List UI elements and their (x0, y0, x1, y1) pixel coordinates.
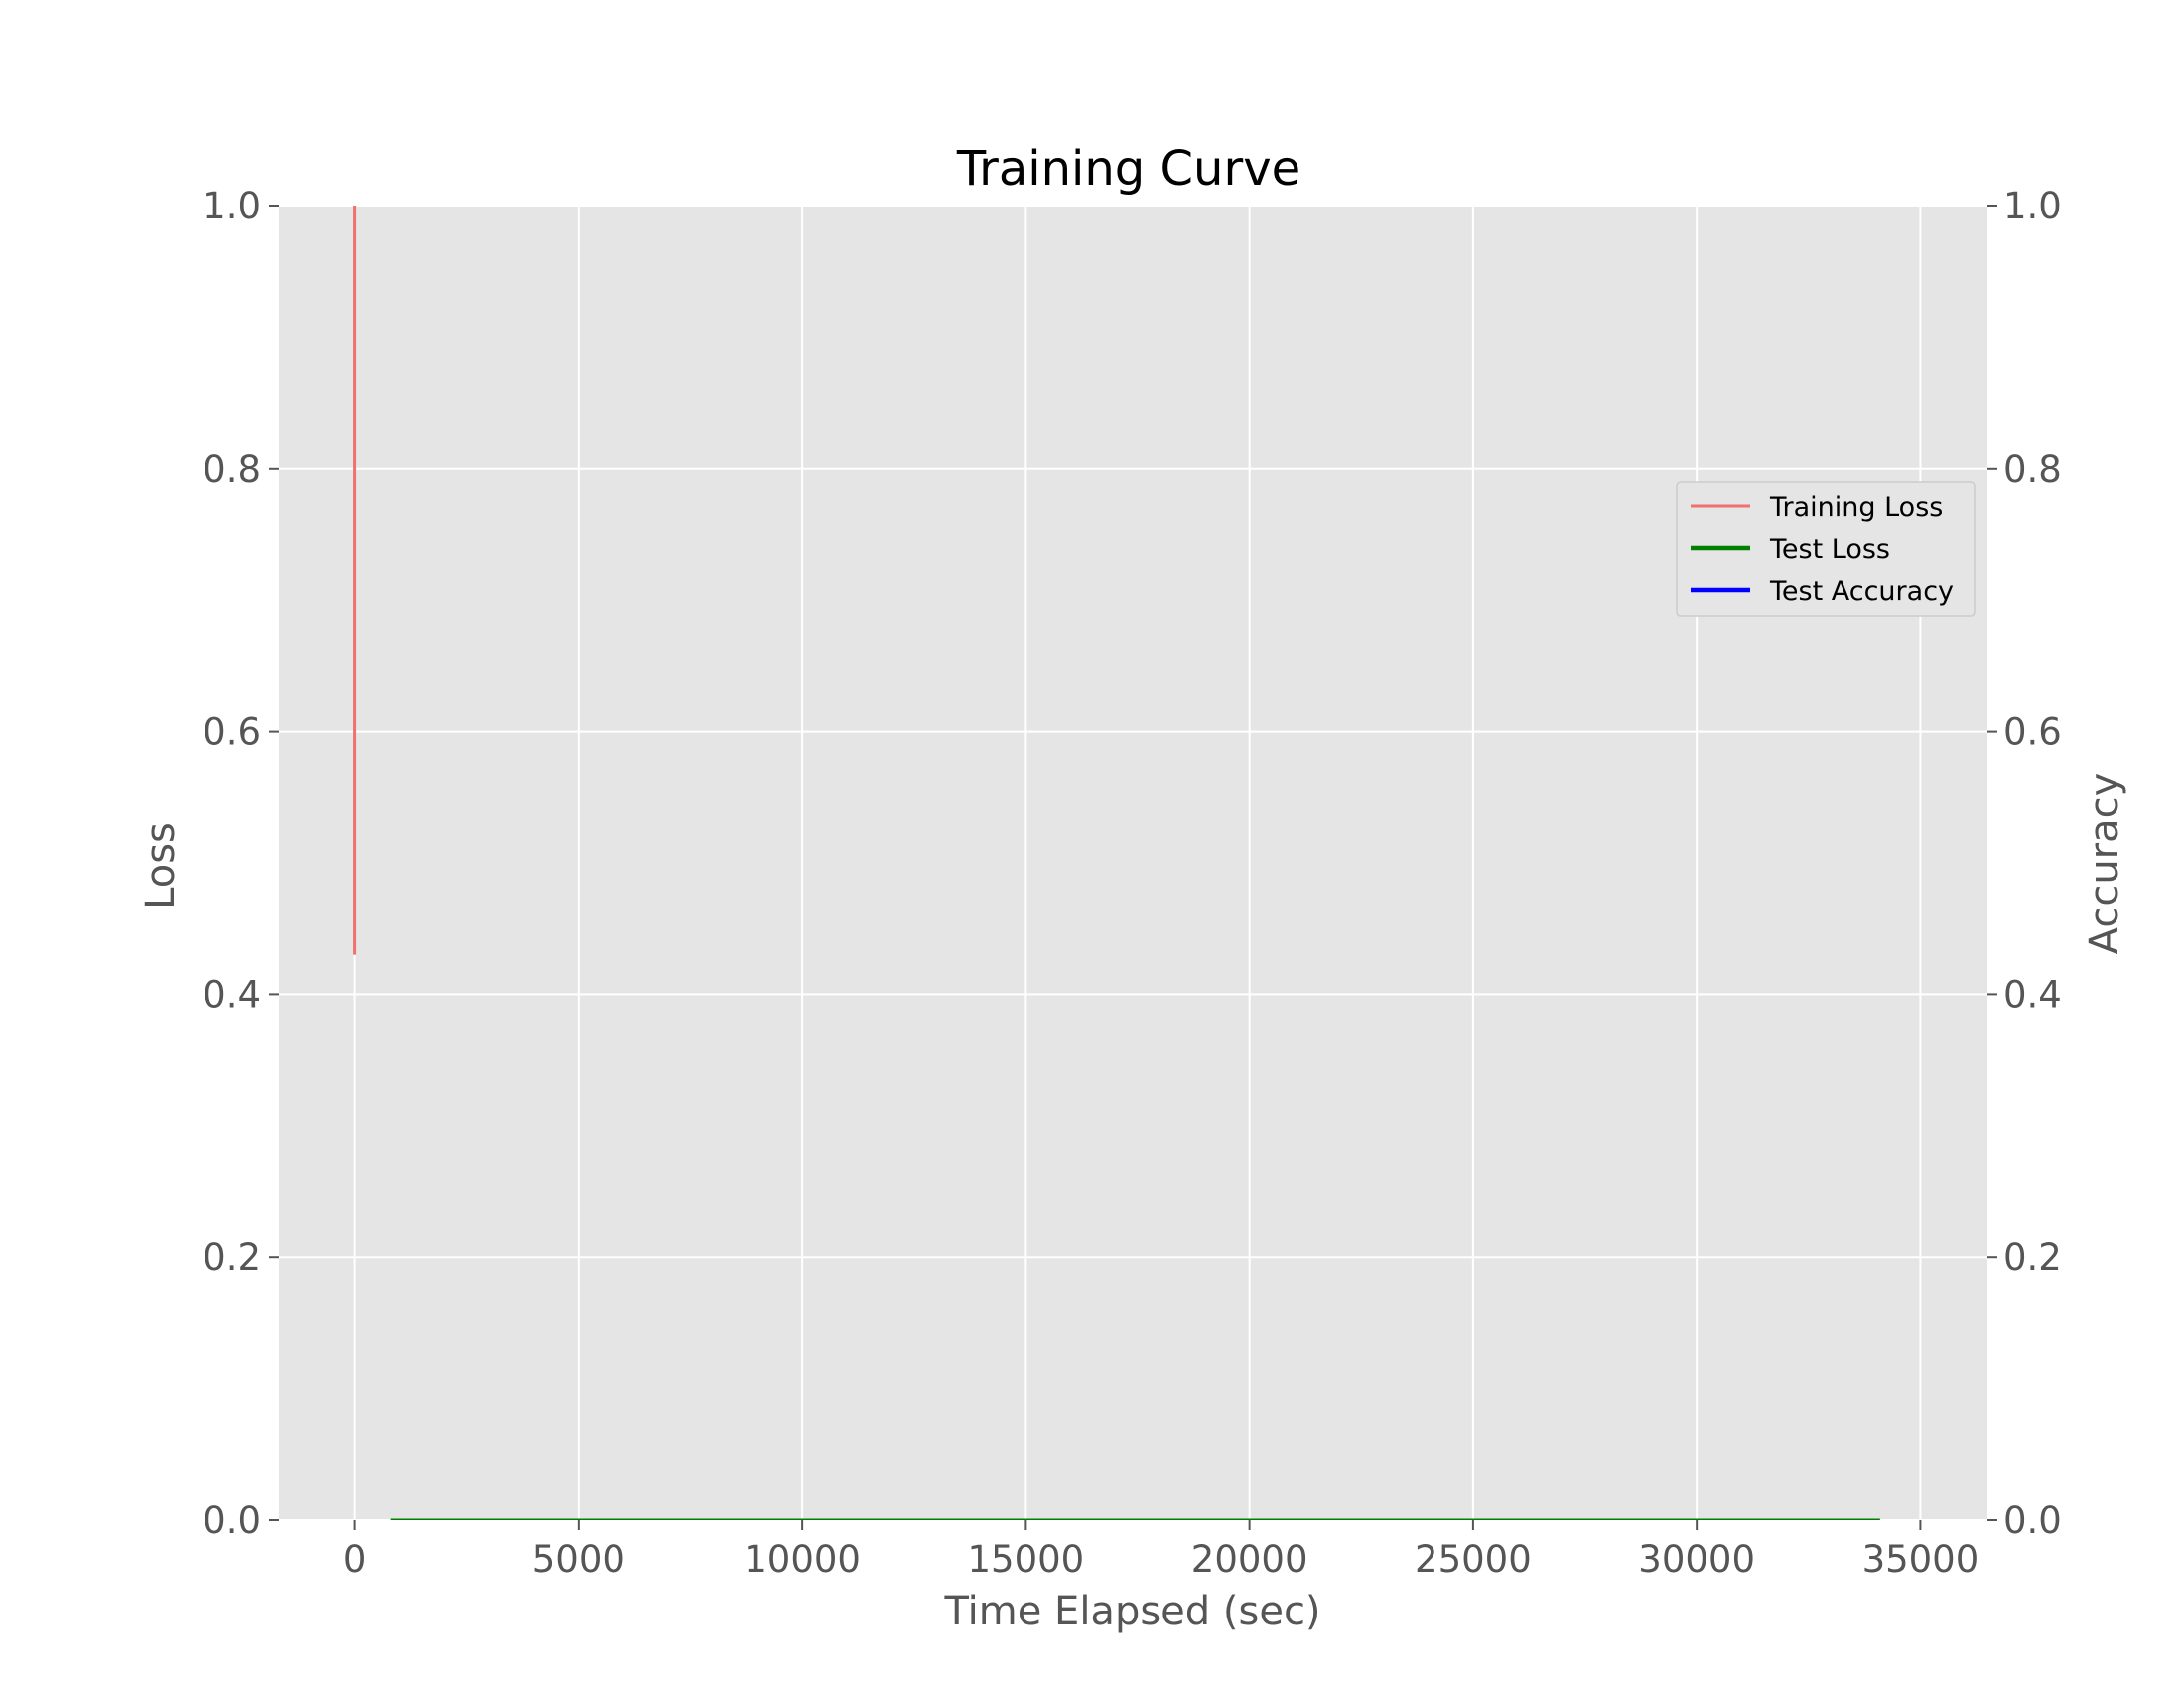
legend-label-test-loss: Test Loss (1769, 534, 1890, 565)
axis-ticks: 0 5000 10000 15000 20000 25000 30000 35000 0.0 0.… (203, 185, 2062, 1581)
y-tick-label: 0.2 (203, 1236, 261, 1279)
y2-tick-label: 0.0 (2003, 1499, 2062, 1542)
x-tick-label: 30000 (1638, 1538, 1755, 1581)
x-tick-label: 5000 (532, 1538, 625, 1581)
y-tick-label: 0.4 (203, 973, 261, 1016)
x-tick-label: 25000 (1415, 1538, 1532, 1581)
x-tick-label: 20000 (1191, 1538, 1308, 1581)
y2-tick-label: 0.2 (2003, 1236, 2062, 1279)
y2-tick-label: 1.0 (2003, 185, 2062, 227)
chart-title: Training Curve (956, 141, 1300, 197)
series-lines (353, 206, 1880, 1520)
y-tick-label: 1.0 (203, 185, 261, 227)
y-tick-label: 0.8 (203, 448, 261, 491)
y2-tick-label: 0.4 (2003, 973, 2062, 1016)
y2-tick-label: 0.6 (2003, 711, 2062, 754)
legend-label-test-accuracy: Test Accuracy (1769, 576, 1954, 607)
grid-lines (279, 205, 1987, 1521)
x-tick-label: 10000 (744, 1538, 861, 1581)
plot-area (279, 206, 1987, 1520)
x-axis-label: Time Elapsed (sec) (943, 1589, 1320, 1634)
y-tick-label: 0.6 (203, 711, 261, 754)
legend: Training Loss Test Loss Test Accuracy (1676, 481, 1976, 617)
y-tick-label: 0.0 (203, 1499, 261, 1542)
y-axis-label: Loss (138, 822, 184, 910)
legend-box (1676, 481, 1976, 617)
x-tick-label: 0 (343, 1538, 367, 1581)
x-tick-label: 15000 (968, 1538, 1085, 1581)
x-tick-label: 35000 (1862, 1538, 1979, 1581)
legend-label-training-loss: Training Loss (1769, 492, 1943, 523)
y2-axis-label: Accuracy (2082, 774, 2127, 955)
y2-tick-label: 0.8 (2003, 448, 2062, 491)
